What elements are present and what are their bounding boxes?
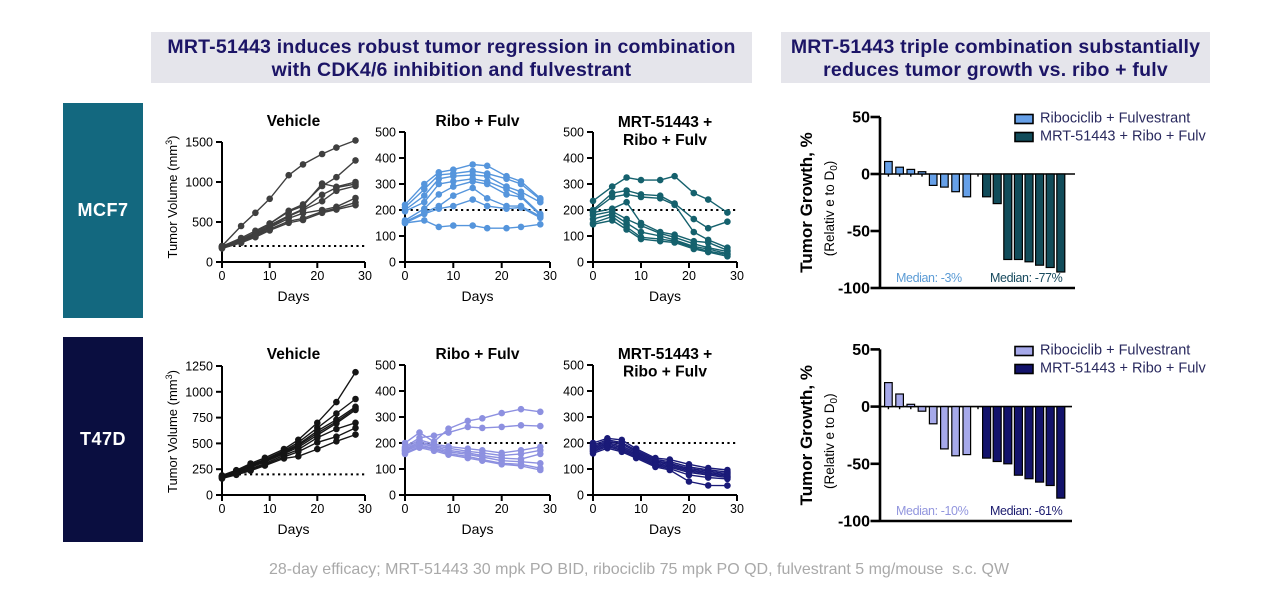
svg-text:20: 20 xyxy=(495,269,509,283)
svg-text:10: 10 xyxy=(634,269,648,283)
svg-text:Tumor Volume (mm3): Tumor Volume (mm3) xyxy=(164,135,180,258)
svg-text:Ribo + Fulv: Ribo + Fulv xyxy=(623,364,707,381)
svg-text:50: 50 xyxy=(852,342,870,359)
svg-text:10: 10 xyxy=(263,502,277,516)
svg-text:500: 500 xyxy=(192,437,213,451)
svg-text:300: 300 xyxy=(563,178,584,192)
svg-text:100: 100 xyxy=(563,463,584,477)
svg-text:20: 20 xyxy=(310,269,324,283)
svg-text:1000: 1000 xyxy=(185,385,213,399)
svg-text:Vehicle: Vehicle xyxy=(267,113,321,130)
svg-text:Ribo + Fulv: Ribo + Fulv xyxy=(623,132,707,149)
svg-text:MRT-51443 + Ribo + Fulv: MRT-51443 + Ribo + Fulv xyxy=(1040,361,1207,377)
svg-text:Median: -61%: Median: -61% xyxy=(990,504,1063,518)
svg-text:250: 250 xyxy=(192,463,213,477)
svg-text:500: 500 xyxy=(192,216,213,230)
svg-text:200: 200 xyxy=(563,204,584,218)
svg-text:Days: Days xyxy=(649,288,681,304)
svg-text:0: 0 xyxy=(861,399,870,416)
svg-text:10: 10 xyxy=(634,502,648,516)
svg-text:200: 200 xyxy=(375,204,396,218)
svg-text:Days: Days xyxy=(462,288,494,304)
svg-text:1500: 1500 xyxy=(185,136,213,150)
svg-text:0: 0 xyxy=(577,489,584,503)
svg-text:200: 200 xyxy=(563,437,584,451)
svg-text:300: 300 xyxy=(563,411,584,425)
svg-text:-100: -100 xyxy=(838,514,870,531)
svg-text:-100: -100 xyxy=(838,281,870,298)
svg-text:10: 10 xyxy=(446,269,460,283)
svg-text:MRT-51443 +: MRT-51443 + xyxy=(618,346,712,363)
svg-text:-50: -50 xyxy=(847,224,870,241)
svg-text:Median: -3%: Median: -3% xyxy=(896,271,962,285)
svg-text:0: 0 xyxy=(219,269,226,283)
svg-text:Days: Days xyxy=(278,288,310,304)
svg-text:10: 10 xyxy=(446,502,460,516)
svg-text:20: 20 xyxy=(682,502,696,516)
svg-text:30: 30 xyxy=(543,502,557,516)
svg-text:0: 0 xyxy=(861,167,870,184)
svg-text:Tumor Growth, %: Tumor Growth, % xyxy=(797,365,816,505)
svg-text:50: 50 xyxy=(852,110,870,127)
svg-text:0: 0 xyxy=(206,489,213,503)
svg-text:MRT-51443 +: MRT-51443 + xyxy=(618,114,712,131)
svg-text:0: 0 xyxy=(590,502,597,516)
svg-text:1000: 1000 xyxy=(185,176,213,190)
svg-text:Ribo + Fulv: Ribo + Fulv xyxy=(436,113,520,130)
svg-text:Days: Days xyxy=(649,521,681,537)
svg-text:0: 0 xyxy=(206,256,213,270)
svg-text:Ribociclib + Fulvestrant: Ribociclib + Fulvestrant xyxy=(1040,111,1190,127)
svg-text:100: 100 xyxy=(563,230,584,244)
svg-text:20: 20 xyxy=(495,502,509,516)
svg-text:30: 30 xyxy=(358,502,372,516)
svg-text:(Relativ e to D0): (Relativ e to D0) xyxy=(822,393,840,489)
svg-text:Median: -77%: Median: -77% xyxy=(990,271,1063,285)
svg-text:Ribociclib + Fulvestrant: Ribociclib + Fulvestrant xyxy=(1040,343,1190,359)
svg-text:Vehicle: Vehicle xyxy=(267,346,321,363)
svg-text:500: 500 xyxy=(563,359,584,373)
svg-text:200: 200 xyxy=(375,437,396,451)
svg-text:(Relativ e to D0): (Relativ e to D0) xyxy=(822,161,840,257)
svg-text:Median: -10%: Median: -10% xyxy=(896,504,969,518)
svg-text:100: 100 xyxy=(375,463,396,477)
svg-text:0: 0 xyxy=(389,489,396,503)
svg-text:0: 0 xyxy=(402,269,409,283)
svg-text:-50: -50 xyxy=(847,456,870,473)
svg-text:20: 20 xyxy=(682,269,696,283)
svg-text:Days: Days xyxy=(278,521,310,537)
svg-text:500: 500 xyxy=(375,126,396,140)
svg-text:0: 0 xyxy=(402,502,409,516)
svg-text:400: 400 xyxy=(563,152,584,166)
svg-text:Days: Days xyxy=(462,521,494,537)
svg-text:0: 0 xyxy=(219,502,226,516)
svg-text:0: 0 xyxy=(389,256,396,270)
svg-text:500: 500 xyxy=(375,359,396,373)
svg-text:300: 300 xyxy=(375,178,396,192)
svg-text:300: 300 xyxy=(375,411,396,425)
svg-text:500: 500 xyxy=(563,126,584,140)
svg-text:10: 10 xyxy=(263,269,277,283)
svg-text:Tumor Growth, %: Tumor Growth, % xyxy=(797,132,816,272)
svg-text:30: 30 xyxy=(543,269,557,283)
svg-text:Tumor Volume (mm3): Tumor Volume (mm3) xyxy=(164,370,180,493)
svg-text:1250: 1250 xyxy=(185,360,213,374)
svg-text:400: 400 xyxy=(563,385,584,399)
svg-text:100: 100 xyxy=(375,230,396,244)
svg-text:Ribo + Fulv: Ribo + Fulv xyxy=(436,346,520,363)
svg-text:30: 30 xyxy=(730,269,744,283)
svg-text:750: 750 xyxy=(192,411,213,425)
svg-text:20: 20 xyxy=(310,502,324,516)
svg-text:400: 400 xyxy=(375,385,396,399)
svg-text:0: 0 xyxy=(577,256,584,270)
svg-text:400: 400 xyxy=(375,152,396,166)
svg-text:30: 30 xyxy=(730,502,744,516)
svg-text:30: 30 xyxy=(358,269,372,283)
svg-text:MRT-51443 + Ribo + Fulv: MRT-51443 + Ribo + Fulv xyxy=(1040,129,1207,145)
svg-text:0: 0 xyxy=(590,269,597,283)
